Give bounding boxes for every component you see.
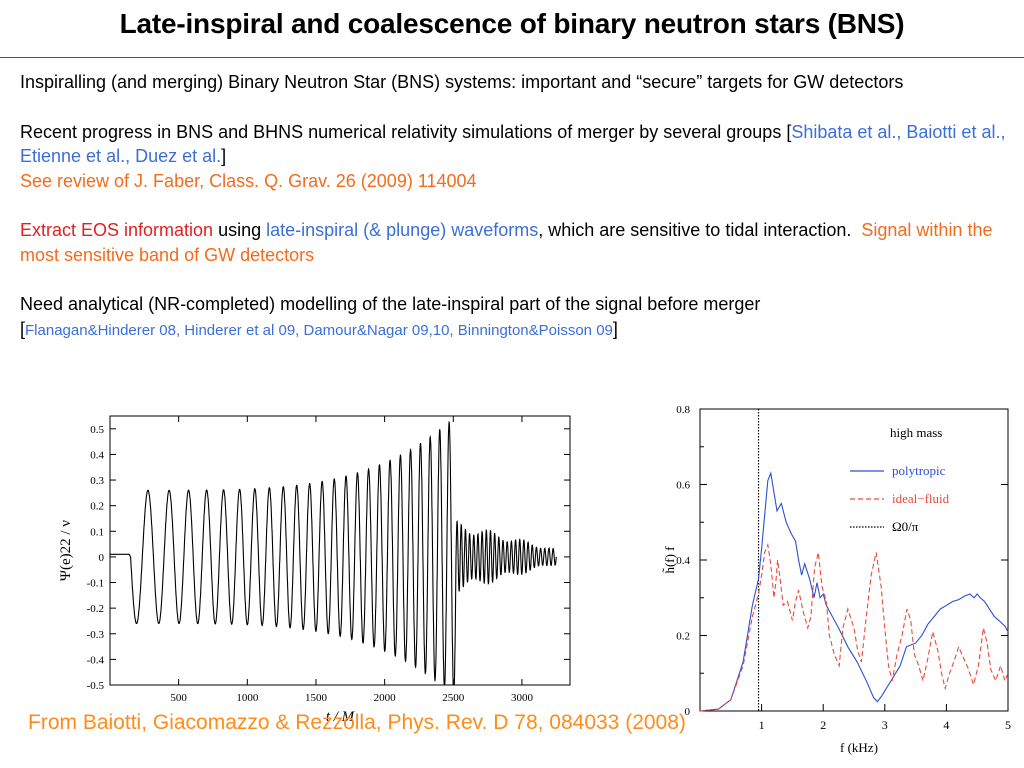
- text-span: ]: [221, 146, 227, 166]
- x-tick-label: 2500: [442, 692, 465, 704]
- text-span: Flanagan&Hinderer 08, Hinderer et al 09,…: [25, 321, 613, 339]
- y-tick-label: 0.4: [676, 555, 690, 567]
- x-axis-label: f (kHz): [840, 740, 878, 755]
- x-tick-label: 3: [882, 718, 888, 732]
- x-tick-label: 3000: [511, 692, 534, 704]
- y-tick-label: 0.6: [676, 480, 690, 492]
- y-tick-label: 0.5: [90, 424, 104, 436]
- x-tick-label: 4: [943, 718, 949, 732]
- x-tick-label: 2000: [374, 692, 397, 704]
- y-tick-label: 0.3: [90, 475, 104, 487]
- x-tick-label: 5: [1005, 718, 1011, 732]
- x-axis-label: t / M: [326, 709, 356, 723]
- x-tick-label: 1: [759, 718, 765, 732]
- x-tick-label: 500: [170, 692, 187, 704]
- legend-label: Ω0/π: [892, 519, 919, 534]
- text-span: Extract EOS information: [20, 220, 214, 240]
- series-line: [110, 421, 557, 686]
- text-span: See review of J. Faber, Class. Q. Grav. …: [20, 170, 477, 191]
- series-1-line: [699, 542, 1009, 712]
- y-axis-label: Ψ(e)22 / ν: [58, 520, 74, 581]
- text-span: Shibata et al., Baiotti et al., Etienne …: [20, 121, 1006, 167]
- y-axis-label: h̃(f) f: [662, 546, 677, 574]
- legend: high mass polytropic ideal−fluid Ω0/π: [850, 425, 950, 534]
- figure-caption: From Baiotti, Giacomazzo & Rezzolla, Phy…: [28, 711, 686, 734]
- y-tick-label: 0.2: [676, 631, 690, 643]
- text-span: using: [213, 220, 267, 240]
- waveform-chart: -0.5 -0.4 -0.3 -0.2 -0.1 0 0.1 0.2 0.3 0.4 0.5 500 1…: [58, 415, 571, 723]
- para-modelling: Need analytical (NR-completed) modelling…: [20, 292, 1010, 343]
- x-tick-label: 1000: [236, 692, 258, 704]
- text-span: late-inspiral (& plunge) waveforms: [266, 220, 539, 240]
- para-eos: Extract EOS information using late-inspi…: [20, 218, 1010, 267]
- text-span: ]: [612, 318, 618, 339]
- legend-label: ideal−fluid: [892, 491, 950, 506]
- y-tick-label: 0.4: [90, 449, 104, 461]
- y-tick-label: 0: [685, 706, 691, 718]
- waveform-path: [110, 421, 557, 686]
- y-tick-label: -0.1: [87, 578, 104, 590]
- y-tick-label: -0.4: [87, 654, 105, 666]
- spectrum-chart: 0 0.2 0.4 0.6 0.8 1 2 3 4 5 f (kHz) h̃(f) f high mas…: [662, 404, 1011, 755]
- text-span: Need analytical (NR-completed) modelling…: [20, 294, 761, 314]
- series-0-line: [699, 471, 1009, 712]
- y-tick-label: -0.2: [87, 603, 104, 615]
- y-tick-label: 0: [99, 552, 105, 564]
- text-span: Recent progress in BNS and BHNS numerica…: [20, 121, 792, 142]
- y-tick-label: 0.2: [90, 501, 104, 513]
- legend-header: high mass: [890, 425, 942, 440]
- plot-frame: [109, 415, 571, 686]
- para-intro: Inspiralling (and merging) Binary Neutro…: [20, 70, 1010, 95]
- title-divider: [0, 57, 1024, 58]
- text-span: [: [20, 318, 26, 339]
- text-span: Inspiralling (and merging) Binary Neutro…: [20, 72, 904, 92]
- body-text: Inspiralling (and merging) Binary Neutro…: [20, 70, 1010, 368]
- y-tick-label: -0.5: [87, 680, 105, 692]
- text-span: , which are sensitive to tidal interacti…: [538, 220, 862, 240]
- text-span: Signal within the most sensitive band of…: [20, 220, 993, 265]
- para-progress: Recent progress in BNS and BHNS numerica…: [20, 120, 1010, 194]
- y-tick-label: 0.1: [90, 526, 104, 538]
- x-tick-label: 1500: [305, 692, 328, 704]
- y-tick-label: 0.8: [676, 404, 690, 416]
- y-tick-label: -0.3: [87, 629, 105, 641]
- x-tick-label: 2: [820, 718, 826, 732]
- slide-title: Late-inspiral and coalescence of binary …: [119, 8, 905, 39]
- plot-frame: [699, 408, 1009, 712]
- legend-label: polytropic: [892, 463, 946, 478]
